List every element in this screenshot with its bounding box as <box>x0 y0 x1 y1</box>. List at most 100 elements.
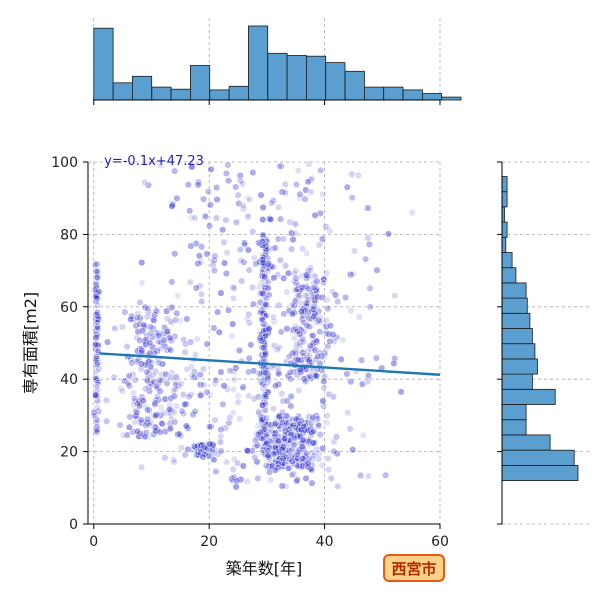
scatter-point <box>187 242 195 250</box>
scatter-point <box>154 338 162 346</box>
scatter-point <box>236 246 244 254</box>
scatter-point <box>229 477 237 485</box>
scatter-point <box>270 450 278 458</box>
scatter-point <box>226 413 234 422</box>
scatter-point <box>261 273 269 281</box>
scatter-point <box>323 412 331 420</box>
scatter-point <box>390 359 398 367</box>
scatter-point <box>118 387 126 395</box>
scatter-point <box>143 368 151 376</box>
scatter-point <box>283 325 291 333</box>
scatter-point <box>316 431 324 439</box>
scatter-point <box>349 446 357 454</box>
scatter-point <box>303 274 311 282</box>
top-hist-bar <box>209 89 230 101</box>
scatter-point <box>245 368 253 376</box>
scatter-point <box>210 266 218 275</box>
scatter-point <box>230 284 238 293</box>
scatter-point <box>276 215 285 223</box>
scatter-point <box>216 438 225 446</box>
scatter-point <box>267 476 275 484</box>
scatter-point <box>119 431 127 439</box>
scatter-point <box>261 300 269 309</box>
scatter-point <box>255 239 263 247</box>
scatter-point <box>141 303 149 311</box>
scatter-point <box>145 421 154 429</box>
scatter-point <box>220 238 228 246</box>
scatter-point <box>116 421 124 429</box>
scatter-points <box>90 160 416 491</box>
scatter-point <box>234 398 242 406</box>
scatter-point <box>163 380 171 388</box>
scatter-point <box>95 288 103 296</box>
scatter-point <box>188 372 196 380</box>
scatter-point <box>127 316 135 324</box>
scatter-point <box>268 426 276 434</box>
scatter-point <box>92 334 100 342</box>
scatter-point <box>318 352 326 360</box>
scatter-point <box>125 372 133 380</box>
scatter-point <box>359 431 367 439</box>
scatter-point <box>324 305 332 313</box>
scatter-point <box>209 261 217 269</box>
scatter-point <box>228 332 236 340</box>
scatter-point <box>166 374 175 382</box>
scatter-point <box>93 273 101 282</box>
scatter-point <box>123 343 131 351</box>
scatter-point <box>260 340 268 348</box>
scatter-point <box>358 356 366 364</box>
scatter-point <box>243 315 251 323</box>
top-hist-bar <box>112 82 133 101</box>
scatter-point <box>259 203 267 211</box>
scatter-point <box>194 181 202 189</box>
scatter-point <box>90 408 98 417</box>
scatter-point <box>364 204 372 212</box>
scatter-point <box>197 441 205 449</box>
scatter-point <box>281 435 289 443</box>
scatter-point <box>104 338 112 346</box>
scatter-point <box>172 381 180 389</box>
scatter-point <box>133 357 141 366</box>
scatter-point <box>150 430 158 438</box>
scatter-point <box>287 375 295 383</box>
scatter-point <box>211 380 219 388</box>
scatter-point <box>197 290 205 298</box>
scatter-point <box>316 328 324 336</box>
y-tick-label: 100 <box>51 155 78 171</box>
scatter-point <box>299 319 307 327</box>
scatter-point <box>94 313 102 321</box>
scatter-point <box>92 292 100 300</box>
scatter-point <box>103 417 111 425</box>
scatter-point <box>212 376 220 384</box>
scatter-point <box>239 384 247 392</box>
scatter-point <box>133 347 142 355</box>
top-hist-bar <box>228 85 249 101</box>
scatter-point <box>319 402 328 410</box>
scatter-point <box>283 397 291 405</box>
scatter-point <box>294 356 302 364</box>
scatter-point <box>274 203 283 211</box>
scatter-point <box>229 283 237 291</box>
scatter-point <box>123 431 131 439</box>
regression-equation: y=-0.1x+47.23 <box>104 154 204 169</box>
scatter-point <box>179 391 187 399</box>
scatter-point <box>347 378 355 386</box>
scatter-point <box>261 350 269 358</box>
scatter-point <box>280 431 288 439</box>
scatter-point <box>310 313 318 321</box>
scatter-point <box>320 384 328 392</box>
scatter-point <box>215 328 223 336</box>
scatter-point <box>146 323 155 331</box>
scatter-point <box>254 430 263 438</box>
scatter-point <box>292 274 300 282</box>
scatter-point <box>93 323 102 331</box>
scatter-point <box>265 420 273 429</box>
scatter-point <box>196 449 204 457</box>
right-hist-bar <box>501 419 527 436</box>
scatter-point <box>261 391 270 399</box>
scatter-point <box>205 423 214 431</box>
scatter-point <box>293 451 301 459</box>
scatter-point <box>199 365 208 373</box>
scatter-point <box>279 443 287 451</box>
scatter-point <box>243 446 251 454</box>
